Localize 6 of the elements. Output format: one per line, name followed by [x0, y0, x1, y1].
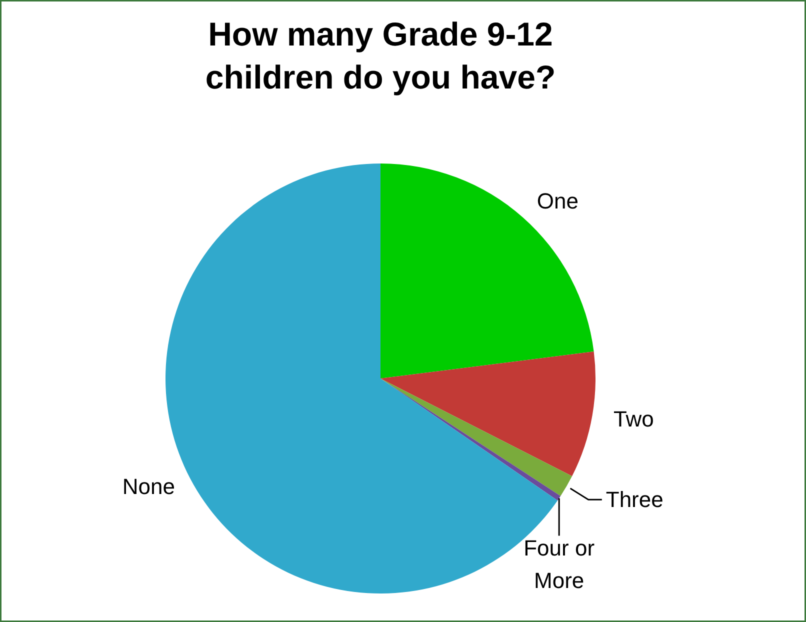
chart-title: How many Grade 9-12 children do you have? — [205, 16, 556, 96]
slice-label: Three — [606, 487, 664, 512]
slice-label: Four or More — [524, 536, 595, 594]
slice-label: One — [536, 188, 578, 214]
slice-label: Two — [613, 406, 654, 432]
slice-label: None — [122, 474, 175, 500]
